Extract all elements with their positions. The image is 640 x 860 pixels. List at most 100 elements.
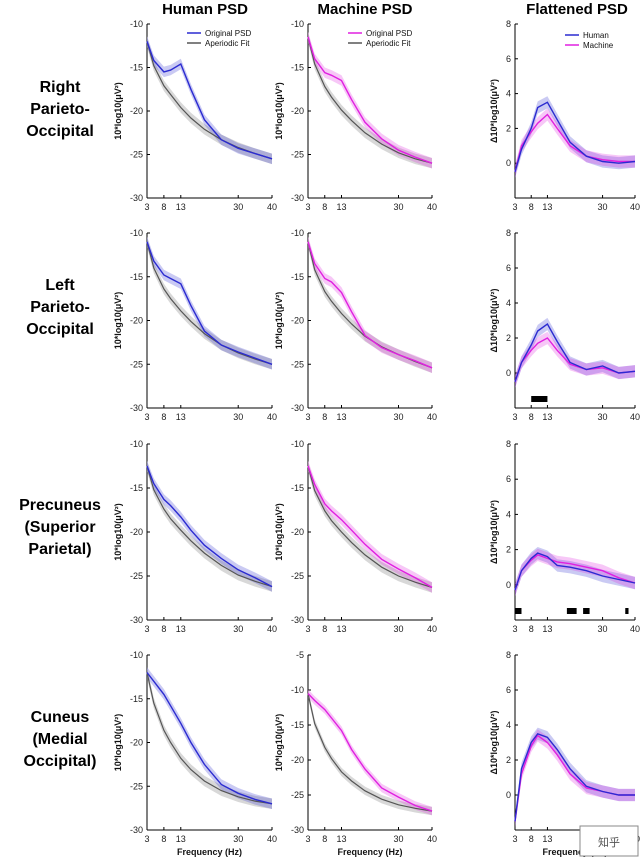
original-psd-band <box>308 236 432 373</box>
x-axis-label: Frequency (Hz) <box>337 847 402 857</box>
y-axis-label: 10*log10(μV²) <box>274 292 284 350</box>
y-tick-label: 2 <box>506 545 511 555</box>
x-tick-label: 8 <box>161 834 166 844</box>
x-tick-label: 30 <box>598 412 608 422</box>
y-tick-label: 0 <box>506 158 511 168</box>
y-tick-label: -15 <box>291 272 304 282</box>
y-tick-label: -20 <box>130 106 143 116</box>
row-label-line: Parietal) <box>28 541 91 558</box>
panel-left-human: -10 -15 -20 -25 -303 8 13 30 40 10*log10(μV²) <box>113 228 277 422</box>
panel-left-flat: 8 6 4 2 0 3 8 13 30 40 Δ10*log10(μV²) <box>489 228 640 422</box>
original-psd-line <box>307 36 433 164</box>
row-label-line: Occipital <box>26 321 94 338</box>
x-tick-label: 13 <box>542 624 552 634</box>
y-tick-label: -30 <box>130 615 143 625</box>
aperiodic-fit-band <box>308 236 432 373</box>
human-band <box>515 317 635 388</box>
y-axis-label: 10*log10(μV²) <box>274 714 284 772</box>
aperiodic-fit-line <box>307 693 433 812</box>
original-psd-band <box>147 236 272 370</box>
y-tick-label: 8 <box>506 439 511 449</box>
y-axis-label: 10*log10(μV²) <box>113 503 123 561</box>
x-tick-label: 30 <box>233 202 243 212</box>
y-tick-label: -20 <box>291 527 304 537</box>
aperiodic-fit-band <box>147 236 272 370</box>
significance-bar <box>625 608 629 614</box>
original-psd-band <box>147 460 272 592</box>
x-tick-label: 30 <box>393 412 403 422</box>
y-tick-label: 2 <box>506 123 511 133</box>
x-tick-label: 40 <box>630 412 640 422</box>
y-tick-label: 2 <box>506 333 511 343</box>
y-tick-label: -25 <box>130 150 143 160</box>
human-band <box>515 547 635 597</box>
x-tick-label: 13 <box>176 412 186 422</box>
y-tick-label: -20 <box>291 755 304 765</box>
y-tick-label: -10 <box>130 228 143 238</box>
row-label-line: Occipital <box>26 123 94 140</box>
x-tick-label: 8 <box>322 624 327 634</box>
x-tick-label: 3 <box>305 624 310 634</box>
y-axis-label: Δ10*log10(μV²) <box>489 289 499 353</box>
legend-entry: Machine <box>583 41 614 50</box>
y-tick-label: -10 <box>130 439 143 449</box>
human-band <box>515 96 635 178</box>
y-tick-label: -15 <box>130 63 143 73</box>
y-axis-label: 10*log10(μV²) <box>274 503 284 561</box>
y-tick-label: -30 <box>291 403 304 413</box>
x-tick-label: 3 <box>512 624 517 634</box>
y-tick-label: 0 <box>506 580 511 590</box>
y-tick-label: 4 <box>506 89 511 99</box>
panel-precuneus-machine: -10 -15 -20 -25 -303 8 13 30 40 10*log10(μV²) <box>274 439 437 634</box>
x-tick-label: 3 <box>512 412 517 422</box>
x-tick-label: 13 <box>542 202 552 212</box>
human-line <box>514 322 636 383</box>
original-psd-line <box>307 465 433 589</box>
y-tick-label: -10 <box>291 19 304 29</box>
human-line <box>514 552 636 591</box>
x-tick-label: 8 <box>322 834 327 844</box>
y-tick-label: -15 <box>291 483 304 493</box>
x-tick-label: 30 <box>233 834 243 844</box>
x-tick-label: 3 <box>305 202 310 212</box>
machine-band <box>515 548 635 597</box>
x-tick-label: 8 <box>529 412 534 422</box>
row-label-line: Occipital) <box>24 753 97 770</box>
x-tick-label: 30 <box>598 624 608 634</box>
original-psd-line <box>146 241 273 365</box>
y-axis-label: 10*log10(μV²) <box>274 82 284 140</box>
aperiodic-fit-band <box>147 460 272 592</box>
x-tick-label: 13 <box>542 834 552 844</box>
x-tick-label: 13 <box>337 202 347 212</box>
x-tick-label: 40 <box>630 202 640 212</box>
panel-cuneus-human: -10 -15 -20 -25 -303 8 13 30 40 10*log10(μV²) Freq… <box>113 650 277 857</box>
watermark-text: 知乎 <box>598 835 620 849</box>
machine-line <box>514 337 636 383</box>
original-psd-line <box>146 465 273 588</box>
legend-entry: Aperiodic Fit <box>366 39 411 48</box>
legend-entry: Original PSD <box>205 29 251 38</box>
y-tick-label: 8 <box>506 650 511 660</box>
y-tick-label: 4 <box>506 720 511 730</box>
panel-precuneus-flat: 8 6 4 2 0 3 8 13 30 40 Δ10*log10(μV²) <box>489 439 640 634</box>
x-tick-label: 13 <box>542 412 552 422</box>
row-label-precuneus: Precuneus (Superior Parietal) <box>19 497 101 558</box>
x-tick-label: 3 <box>144 834 149 844</box>
y-tick-label: -25 <box>130 571 143 581</box>
significance-bar <box>515 608 522 614</box>
x-tick-label: 13 <box>337 834 347 844</box>
x-tick-label: 8 <box>322 412 327 422</box>
y-axis-label: Δ10*log10(μV²) <box>489 711 499 775</box>
y-tick-label: -30 <box>130 825 143 835</box>
y-tick-label: -20 <box>130 316 143 326</box>
x-tick-label: 30 <box>393 834 403 844</box>
aperiodic-fit-line <box>307 36 433 164</box>
x-tick-label: 30 <box>393 202 403 212</box>
aperiodic-fit-line <box>146 672 273 805</box>
y-tick-label: -20 <box>291 106 304 116</box>
y-tick-label: -15 <box>130 272 143 282</box>
x-tick-label: 8 <box>529 624 534 634</box>
original-psd-line <box>307 693 433 812</box>
original-psd-band <box>308 460 432 593</box>
panel-precuneus-human: -10 -15 -20 -25 -303 8 13 30 40 10*log10(μV²) <box>113 439 277 634</box>
